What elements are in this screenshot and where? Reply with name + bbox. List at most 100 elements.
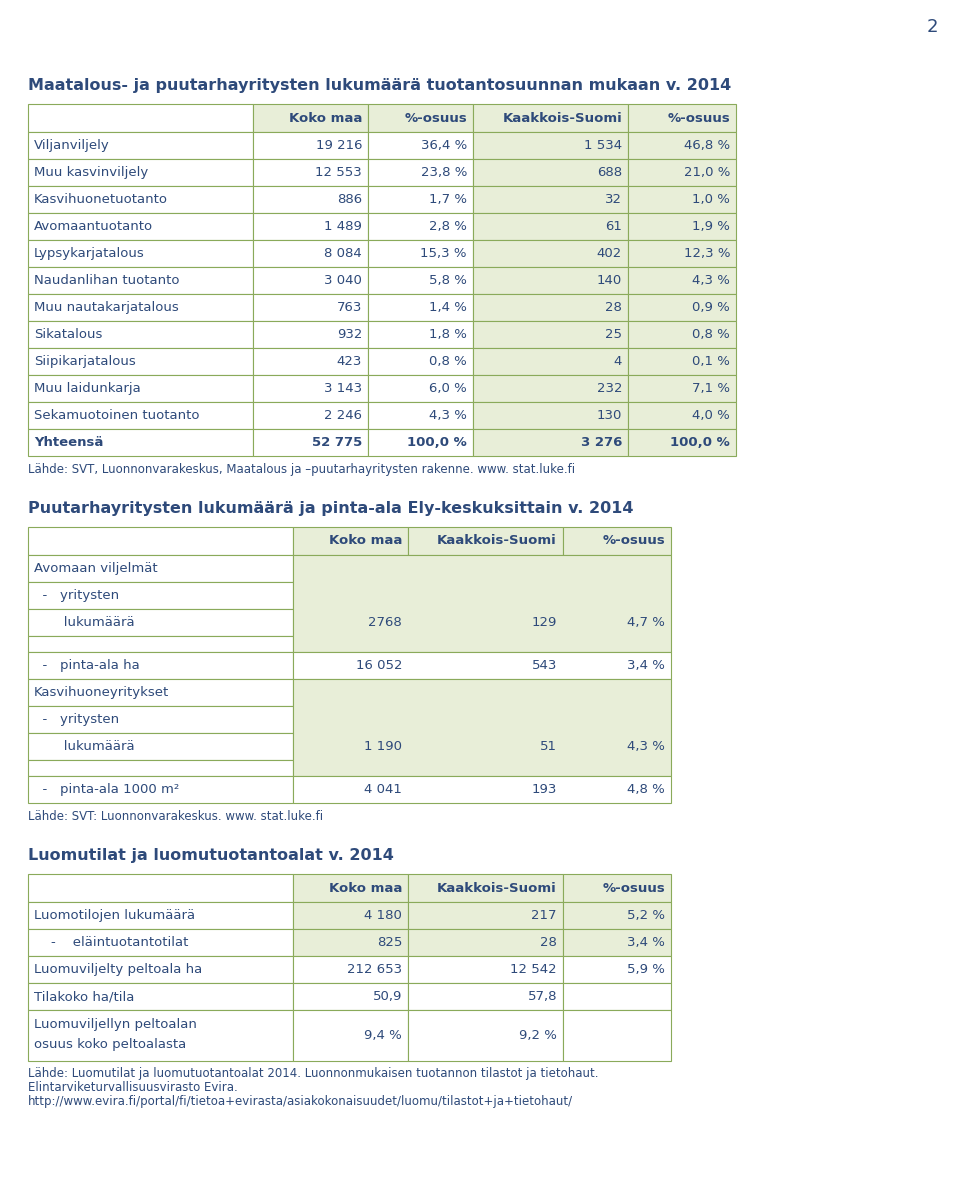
Text: -    eläintuotantotilat: - eläintuotantotilat	[34, 936, 188, 949]
Bar	[293, 956, 408, 983]
Bar	[28, 874, 293, 902]
Bar	[473, 104, 628, 132]
Bar	[368, 403, 473, 429]
Text: 28: 28	[605, 301, 622, 314]
Bar	[28, 375, 253, 403]
Bar	[253, 294, 368, 322]
Bar	[628, 132, 736, 160]
Text: Naudanlihan tuotanto: Naudanlihan tuotanto	[34, 274, 180, 287]
Bar	[368, 429, 473, 456]
Text: lukumäärä: lukumäärä	[34, 740, 134, 753]
Text: Muu nautakarjatalous: Muu nautakarjatalous	[34, 301, 179, 314]
Text: 3,4 %: 3,4 %	[627, 659, 665, 672]
Text: Avomaantuotanto: Avomaantuotanto	[34, 220, 154, 233]
Bar	[293, 526, 408, 555]
Text: 4,0 %: 4,0 %	[692, 409, 730, 422]
Text: Luomuviljellyn peltoalan: Luomuviljellyn peltoalan	[34, 1018, 197, 1031]
Text: 212 653: 212 653	[347, 964, 402, 975]
Bar	[293, 777, 671, 803]
Text: Sekamuotoinen tuotanto: Sekamuotoinen tuotanto	[34, 409, 200, 422]
Bar	[253, 429, 368, 456]
Text: 52 775: 52 775	[312, 436, 362, 449]
Text: 6,0 %: 6,0 %	[429, 382, 467, 395]
Bar	[28, 732, 293, 760]
Text: 36,4 %: 36,4 %	[420, 139, 467, 152]
Text: 3,4 %: 3,4 %	[627, 936, 665, 949]
Text: 9,4 %: 9,4 %	[364, 1029, 402, 1042]
Bar	[253, 213, 368, 241]
Bar	[28, 294, 253, 322]
Text: Lähde: SVT: Luonnonvarakeskus. www. stat.luke.fi: Lähde: SVT: Luonnonvarakeskus. www. stat…	[28, 810, 324, 823]
Bar	[563, 874, 671, 902]
Text: Kaakkois-Suomi: Kaakkois-Suomi	[437, 535, 557, 548]
Bar	[28, 651, 293, 679]
Text: Avomaan viljelmät: Avomaan viljelmät	[34, 562, 157, 575]
Text: lukumäärä: lukumäärä	[34, 616, 134, 629]
Bar	[628, 322, 736, 348]
Text: 1,7 %: 1,7 %	[429, 193, 467, 206]
Bar	[253, 322, 368, 348]
Bar	[28, 241, 253, 267]
Bar	[368, 104, 473, 132]
Text: Lypsykarjatalous: Lypsykarjatalous	[34, 247, 145, 260]
Text: 4,3 %: 4,3 %	[692, 274, 730, 287]
Bar	[473, 294, 628, 322]
Bar	[628, 348, 736, 375]
Bar	[28, 956, 293, 983]
Bar	[628, 375, 736, 403]
Text: 1 489: 1 489	[324, 220, 362, 233]
Text: %-osuus: %-osuus	[667, 112, 730, 125]
Bar	[368, 267, 473, 294]
Text: Puutarhayritysten lukumäärä ja pinta-ala Ely-keskuksittain v. 2014: Puutarhayritysten lukumäärä ja pinta-ala…	[28, 501, 634, 516]
Text: 50,9: 50,9	[372, 990, 402, 1003]
Bar	[628, 160, 736, 186]
Bar	[28, 213, 253, 241]
Bar	[473, 322, 628, 348]
Text: 46,8 %: 46,8 %	[684, 139, 730, 152]
Text: 402: 402	[597, 247, 622, 260]
Text: 763: 763	[337, 301, 362, 314]
Bar	[253, 160, 368, 186]
Text: 5,2 %: 5,2 %	[627, 909, 665, 922]
Bar	[368, 160, 473, 186]
Text: 1,8 %: 1,8 %	[429, 328, 467, 341]
Bar	[293, 929, 408, 956]
Text: 0,8 %: 0,8 %	[429, 355, 467, 368]
Bar	[28, 983, 293, 1010]
Text: 19 216: 19 216	[316, 139, 362, 152]
Bar	[563, 526, 671, 555]
Bar	[473, 348, 628, 375]
Bar	[473, 160, 628, 186]
Text: 61: 61	[605, 220, 622, 233]
Text: 4: 4	[613, 355, 622, 368]
Text: 217: 217	[532, 909, 557, 922]
Text: %-osuus: %-osuus	[404, 112, 467, 125]
Bar	[628, 186, 736, 213]
Bar	[408, 983, 563, 1010]
Bar	[368, 322, 473, 348]
Text: Luomuviljelty peltoala ha: Luomuviljelty peltoala ha	[34, 964, 203, 975]
Bar	[563, 956, 671, 983]
Bar	[368, 186, 473, 213]
Text: 5,9 %: 5,9 %	[627, 964, 665, 975]
Text: Lähde: SVT, Luonnonvarakeskus, Maatalous ja –puutarhayritysten rakenne. www. sta: Lähde: SVT, Luonnonvarakeskus, Maatalous…	[28, 463, 575, 476]
Text: Kasvihuonetuotanto: Kasvihuonetuotanto	[34, 193, 168, 206]
Bar	[253, 241, 368, 267]
Text: 0,1 %: 0,1 %	[692, 355, 730, 368]
Text: Yhteensä: Yhteensä	[34, 436, 104, 449]
Text: 12,3 %: 12,3 %	[684, 247, 730, 260]
Text: 0,8 %: 0,8 %	[692, 328, 730, 341]
Text: 932: 932	[337, 328, 362, 341]
Text: Luomutilat ja luomutuotantoalat v. 2014: Luomutilat ja luomutuotantoalat v. 2014	[28, 848, 394, 863]
Bar	[473, 132, 628, 160]
Text: Muu kasvinviljely: Muu kasvinviljely	[34, 166, 148, 179]
Text: -   yritysten: - yritysten	[34, 590, 119, 601]
Text: Koko maa: Koko maa	[328, 535, 402, 548]
Bar	[28, 429, 253, 456]
Bar	[28, 636, 293, 651]
Text: 886: 886	[337, 193, 362, 206]
Bar	[408, 526, 563, 555]
Bar	[473, 403, 628, 429]
Bar	[408, 956, 563, 983]
Bar	[28, 929, 293, 956]
